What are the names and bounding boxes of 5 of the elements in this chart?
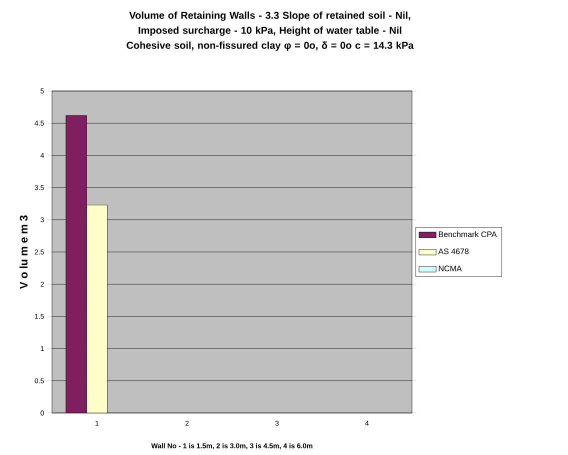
legend-label: NCMA [438,266,462,272]
legend-label: Benchmark CPA [438,231,497,238]
y-axis-title: V o lu m e m 3 [20,215,28,289]
legend-label: AS 4678 [438,248,469,254]
chart-title: Volume of Retaining Walls - 3.3 Slope of retained soil - Nil, Imposed surcharge - 10 kPa, Height of water table - Nil Cohesive soil, non-fissured clay φ = 0o, δ = 0o c = 14.3 kPa [126,12,414,51]
